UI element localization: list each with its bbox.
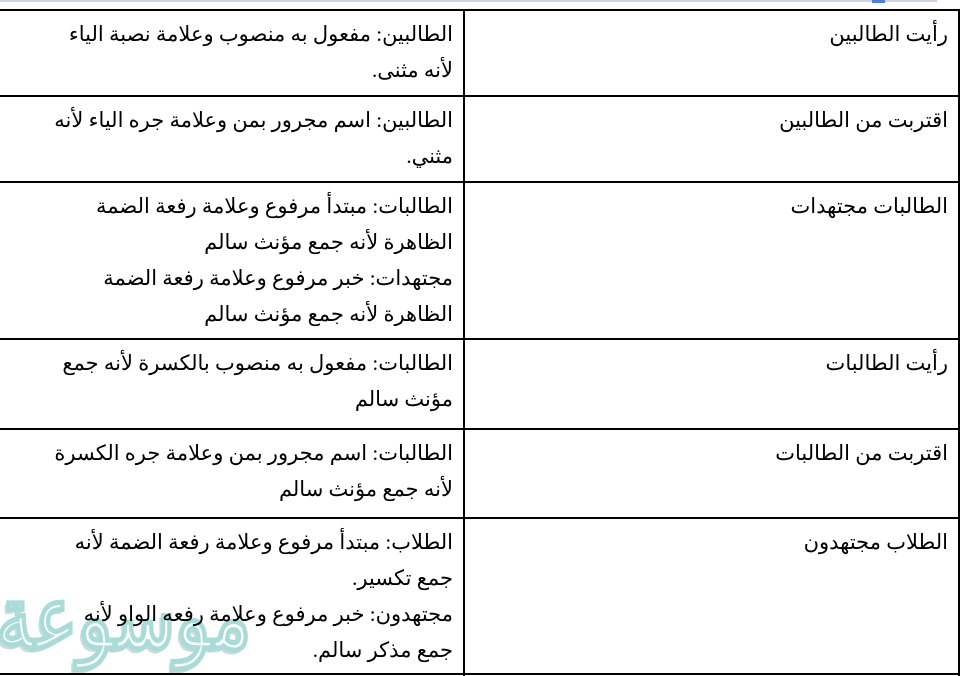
table-row: الطلاب مجتهدون الطلاب: مبتدأ مرفوع وعلام… [0, 517, 960, 675]
analysis-cell [0, 673, 465, 676]
sentence-cell: اقتربت من الطالبين [463, 95, 960, 183]
analysis-cell: الطالبات: مبتدأ مرفوع وعلامة رفعة الضمة … [0, 181, 465, 340]
table-row: اقتربت من الطالبين الطالبين: اسم مجرور ب… [0, 95, 960, 183]
table-row: رأيت الطالبات الطالبات: مفعول به منصوب ب… [0, 338, 960, 430]
browser-edge-accent [872, 0, 885, 3]
sentence-cell: رأيت الطالبين [463, 9, 960, 97]
analysis-cell: الطالبات: مفعول به منصوب بالكسرة لأنه جم… [0, 338, 465, 430]
sentence-cell [463, 673, 960, 676]
sentence-cell: الطالبات مجتهدات [463, 181, 960, 340]
browser-edge-strip [0, 0, 937, 2]
table-row: رأيت الطالبين الطالبين: مفعول به منصوب و… [0, 9, 960, 97]
table-row: اقتربت من الطالبات الطالبات: اسم مجرور ب… [0, 428, 960, 519]
table-row-clipped [0, 673, 960, 676]
analysis-cell: الطلاب: مبتدأ مرفوع وعلامة رفعة الضمة لأ… [0, 517, 465, 675]
analysis-cell: الطالبين: اسم مجرور بمن وعلامة جره الياء… [0, 95, 465, 183]
sentence-cell: رأيت الطالبات [463, 338, 960, 430]
table-row: الطالبات مجتهدات الطالبات: مبتدأ مرفوع و… [0, 181, 960, 340]
sentence-cell: اقتربت من الطالبات [463, 428, 960, 519]
sentence-cell: الطلاب مجتهدون [463, 517, 960, 675]
analysis-cell: الطالبين: مفعول به منصوب وعلامة نصبة الي… [0, 9, 465, 97]
iraab-table: رأيت الطالبين الطالبين: مفعول به منصوب و… [0, 9, 960, 676]
analysis-cell: الطالبات: اسم مجرور بمن وعلامة جره الكسر… [0, 428, 465, 519]
